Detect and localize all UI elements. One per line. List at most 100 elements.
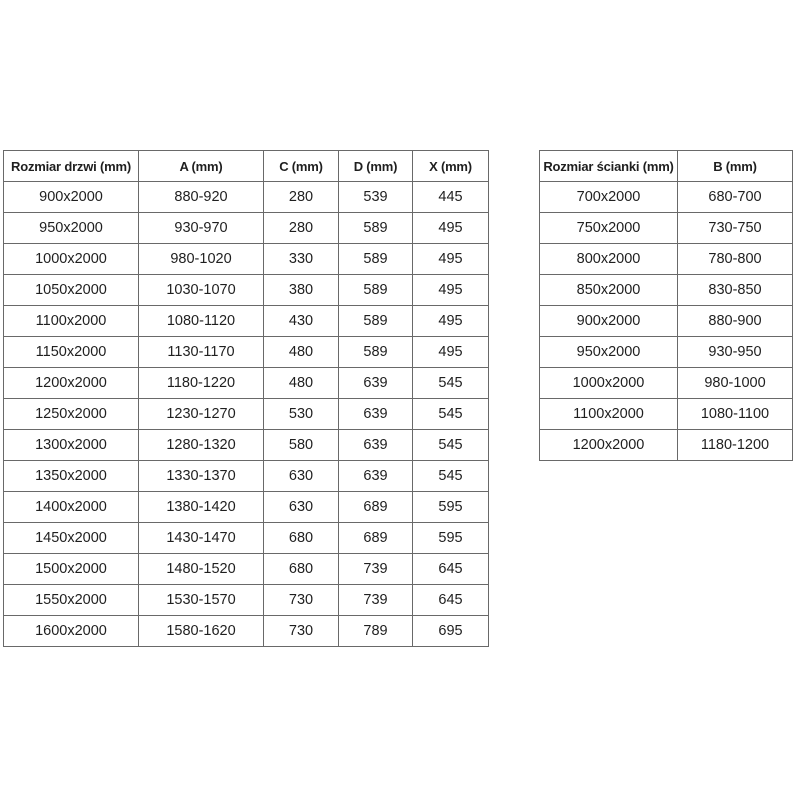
table-row: 1450x2000 1430-1470 680 689 595: [3, 522, 489, 554]
table-row: 1400x2000 1380-1420 630 689 595: [3, 491, 489, 523]
table-cell: 545: [412, 460, 489, 492]
table-cell: 630: [263, 491, 339, 523]
table-cell: 1580-1620: [138, 615, 264, 647]
table-cell: 780-800: [677, 243, 793, 275]
table-cell: 1230-1270: [138, 398, 264, 430]
table-cell: 545: [412, 398, 489, 430]
table-cell: 495: [412, 274, 489, 306]
table-cell: 589: [338, 305, 413, 337]
table-cell: 900x2000: [3, 181, 139, 213]
table-cell: 1380-1420: [138, 491, 264, 523]
table-cell: 880-900: [677, 305, 793, 337]
table-cell: 545: [412, 429, 489, 461]
table-row: 900x2000 880-920 280 539 445: [3, 181, 489, 213]
table-row: 1200x2000 1180-1220 480 639 545: [3, 367, 489, 399]
table-cell: 580: [263, 429, 339, 461]
table-cell: 930-970: [138, 212, 264, 244]
table-cell: 689: [338, 522, 413, 554]
table-row: 1100x2000 1080-1100: [539, 398, 793, 430]
table-cell: 595: [412, 491, 489, 523]
column-header: D (mm): [338, 150, 413, 182]
table-cell: 689: [338, 491, 413, 523]
column-header: Rozmiar drzwi (mm): [3, 150, 139, 182]
table-cell: 1480-1520: [138, 553, 264, 585]
table-cell: 589: [338, 212, 413, 244]
table-cell: 480: [263, 367, 339, 399]
table-cell: 739: [338, 584, 413, 616]
table-row: 1000x2000 980-1000: [539, 367, 793, 399]
table-cell: 589: [338, 243, 413, 275]
table-row: 800x2000 780-800: [539, 243, 793, 275]
table-cell: 680: [263, 522, 339, 554]
table-cell: 1000x2000: [3, 243, 139, 275]
table-cell: 1180-1220: [138, 367, 264, 399]
table-cell: 1030-1070: [138, 274, 264, 306]
table-row: 1100x2000 1080-1120 430 589 495: [3, 305, 489, 337]
table-cell: 639: [338, 398, 413, 430]
table-cell: 1100x2000: [3, 305, 139, 337]
table-cell: 639: [338, 367, 413, 399]
table-cell: 1100x2000: [539, 398, 678, 430]
table-cell: 495: [412, 336, 489, 368]
table-cell: 980-1020: [138, 243, 264, 275]
table-row: 750x2000 730-750: [539, 212, 793, 244]
table-cell: 1150x2000: [3, 336, 139, 368]
wall-size-table: Rozmiar ścianki (mm) B (mm) 700x2000 680-70…: [539, 150, 793, 461]
table-cell: 595: [412, 522, 489, 554]
table-row: 1150x2000 1130-1170 480 589 495: [3, 336, 489, 368]
table-cell: 1430-1470: [138, 522, 264, 554]
header-row: Rozmiar ścianki (mm) B (mm): [539, 150, 793, 182]
table-cell: 545: [412, 367, 489, 399]
table-cell: 800x2000: [539, 243, 678, 275]
table-row: 1050x2000 1030-1070 380 589 495: [3, 274, 489, 306]
table-cell: 950x2000: [3, 212, 139, 244]
table-cell: 730-750: [677, 212, 793, 244]
table-cell: 750x2000: [539, 212, 678, 244]
table-cell: 589: [338, 336, 413, 368]
table-row: 950x2000 930-950: [539, 336, 793, 368]
table-cell: 495: [412, 212, 489, 244]
table-cell: 539: [338, 181, 413, 213]
table-row: 1350x2000 1330-1370 630 639 545: [3, 460, 489, 492]
table-row: 1500x2000 1480-1520 680 739 645: [3, 553, 489, 585]
table-cell: 850x2000: [539, 274, 678, 306]
table-row: 900x2000 880-900: [539, 305, 793, 337]
table-row: 1250x2000 1230-1270 530 639 545: [3, 398, 489, 430]
table-cell: 700x2000: [539, 181, 678, 213]
table-cell: 1400x2000: [3, 491, 139, 523]
table-cell: 1280-1320: [138, 429, 264, 461]
table-row: 850x2000 830-850: [539, 274, 793, 306]
table-cell: 695: [412, 615, 489, 647]
table-row: 1000x2000 980-1020 330 589 495: [3, 243, 489, 275]
table-cell: 1200x2000: [539, 429, 678, 461]
table-cell: 730: [263, 584, 339, 616]
table-cell: 1300x2000: [3, 429, 139, 461]
table-cell: 1550x2000: [3, 584, 139, 616]
table-cell: 1050x2000: [3, 274, 139, 306]
table-cell: 430: [263, 305, 339, 337]
table-cell: 1600x2000: [3, 615, 139, 647]
table-cell: 730: [263, 615, 339, 647]
table-cell: 830-850: [677, 274, 793, 306]
table-cell: 950x2000: [539, 336, 678, 368]
table-cell: 1180-1200: [677, 429, 793, 461]
table-row: 1600x2000 1580-1620 730 789 695: [3, 615, 489, 647]
table-cell: 530: [263, 398, 339, 430]
table-row: 700x2000 680-700: [539, 181, 793, 213]
table-cell: 1500x2000: [3, 553, 139, 585]
table-cell: 639: [338, 429, 413, 461]
column-header: Rozmiar ścianki (mm): [539, 150, 678, 182]
table-row: 1300x2000 1280-1320 580 639 545: [3, 429, 489, 461]
table-cell: 639: [338, 460, 413, 492]
column-header: B (mm): [677, 150, 793, 182]
table-cell: 645: [412, 553, 489, 585]
table-cell: 380: [263, 274, 339, 306]
table-cell: 1200x2000: [3, 367, 139, 399]
table-cell: 1080-1100: [677, 398, 793, 430]
header-row: Rozmiar drzwi (mm) A (mm) C (mm) D (mm) X (m…: [3, 150, 489, 182]
table-cell: 480: [263, 336, 339, 368]
table-cell: 1130-1170: [138, 336, 264, 368]
table-row: 1550x2000 1530-1570 730 739 645: [3, 584, 489, 616]
table-cell: 739: [338, 553, 413, 585]
table-cell: 495: [412, 243, 489, 275]
